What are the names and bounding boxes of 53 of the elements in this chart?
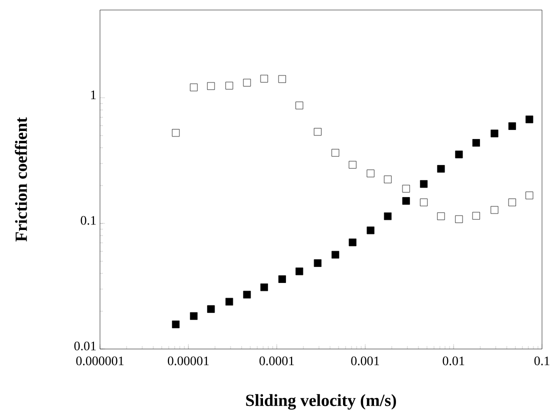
point bbox=[490, 206, 498, 214]
point bbox=[243, 78, 251, 86]
point bbox=[420, 198, 428, 206]
x-tick-label: 0.000001 bbox=[76, 356, 124, 366]
point bbox=[314, 128, 322, 136]
point bbox=[278, 275, 286, 283]
point bbox=[332, 148, 340, 157]
x-axis-title: Sliding velocity (m/s) bbox=[246, 394, 396, 410]
point bbox=[420, 180, 428, 188]
point bbox=[332, 250, 340, 259]
point bbox=[384, 212, 392, 220]
point bbox=[172, 320, 180, 328]
point bbox=[366, 170, 374, 178]
x-tick-label: 0.001 bbox=[351, 356, 379, 366]
point bbox=[190, 84, 198, 92]
point bbox=[526, 116, 534, 124]
point bbox=[526, 192, 534, 200]
point bbox=[472, 139, 480, 147]
point bbox=[366, 226, 374, 234]
point bbox=[190, 312, 198, 320]
point bbox=[260, 283, 268, 292]
point bbox=[243, 290, 251, 298]
point bbox=[508, 122, 516, 130]
x-tick-label: 0.1 bbox=[534, 356, 550, 366]
x-tick-label: 0.0001 bbox=[259, 356, 294, 366]
point bbox=[455, 215, 463, 223]
point bbox=[314, 259, 322, 267]
point bbox=[225, 298, 234, 306]
point bbox=[437, 212, 445, 220]
point bbox=[348, 160, 356, 169]
x-tick-label: 0.00001 bbox=[168, 356, 209, 366]
point bbox=[296, 268, 304, 276]
point bbox=[402, 197, 410, 205]
point bbox=[348, 238, 356, 246]
point bbox=[207, 305, 215, 313]
point bbox=[207, 82, 215, 90]
x-tick-label: 0.01 bbox=[442, 356, 464, 366]
point bbox=[384, 176, 392, 184]
point bbox=[455, 150, 463, 158]
y-tick-label: 0.1 bbox=[80, 216, 96, 225]
point bbox=[260, 74, 268, 82]
point bbox=[296, 102, 304, 110]
y-tick-label: 0.01 bbox=[74, 342, 96, 350]
point bbox=[402, 184, 410, 192]
point bbox=[437, 165, 445, 173]
point bbox=[225, 82, 234, 90]
point bbox=[172, 129, 180, 137]
point bbox=[472, 212, 480, 220]
y-tick-label: 1 bbox=[91, 90, 96, 100]
point bbox=[508, 198, 516, 206]
y-axis-title: Friction coeffient bbox=[14, 117, 27, 242]
point bbox=[278, 75, 286, 83]
point bbox=[490, 130, 498, 138]
